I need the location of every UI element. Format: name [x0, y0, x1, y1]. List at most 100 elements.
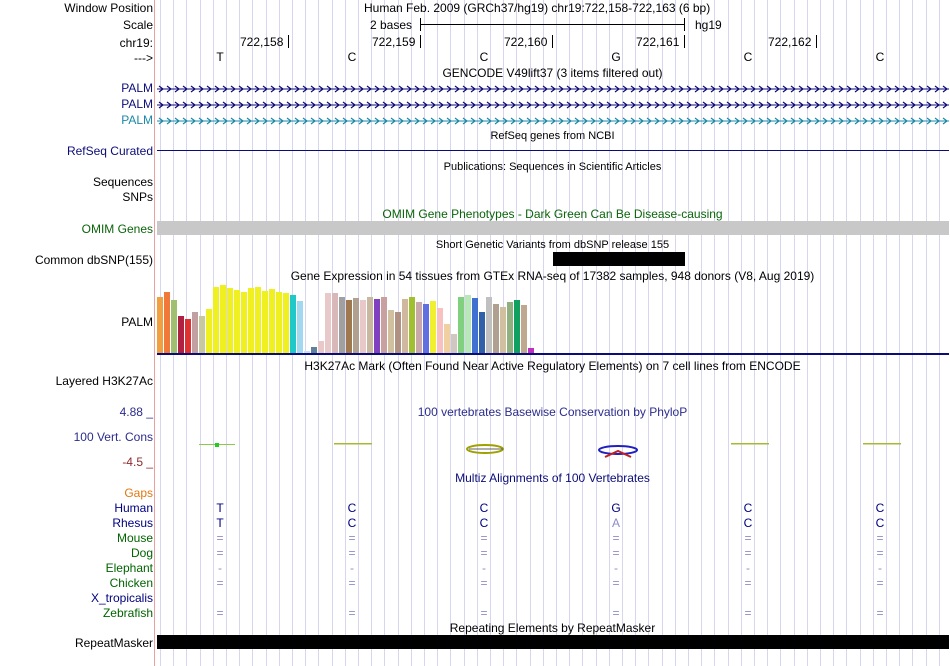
dbsnp-label[interactable]: Common dbSNP(155)	[34, 253, 153, 267]
gencode-transcript-2[interactable]	[157, 99, 949, 109]
multiz-species-label[interactable]: X_tropicalis	[90, 591, 153, 605]
gtex-tissue-bar[interactable]	[262, 291, 268, 353]
gtex-tissue-bar[interactable]	[311, 347, 317, 353]
gencode-transcript-1[interactable]	[157, 83, 949, 93]
publications-title: Publications: Sequences in Scientific Ar…	[443, 161, 662, 173]
gencode-track-label-1[interactable]: PALM	[121, 81, 153, 95]
gtex-tissue-bar[interactable]	[353, 298, 359, 353]
refseq-gene-line[interactable]	[157, 150, 949, 151]
gtex-tissue-bar[interactable]	[416, 302, 422, 353]
gtex-tissue-bar[interactable]	[276, 292, 282, 353]
dbsnp-variant[interactable]	[553, 252, 685, 266]
grid-line	[926, 0, 927, 666]
multiz-species-label[interactable]: Mouse	[116, 531, 153, 545]
multiz-base: -	[482, 561, 486, 575]
gtex-tissue-bar[interactable]	[304, 351, 310, 353]
multiz-species-label[interactable]: Rhesus	[112, 516, 153, 530]
multiz-gaps-label[interactable]: Gaps	[124, 486, 153, 500]
gtex-tissue-bar[interactable]	[528, 348, 534, 353]
multiz-species-label[interactable]: Elephant	[105, 561, 153, 575]
gencode-track-label-3[interactable]: PALM	[121, 113, 153, 127]
gtex-tissue-bar[interactable]	[213, 287, 219, 353]
refseq-label[interactable]: RefSeq Curated	[66, 144, 153, 158]
gtex-tissue-bar[interactable]	[297, 301, 303, 353]
gtex-tissue-bar[interactable]	[185, 319, 191, 353]
gencode-transcript-3[interactable]	[157, 115, 949, 125]
gtex-chart[interactable]	[157, 285, 949, 353]
multiz-species-label[interactable]: Dog	[130, 546, 153, 560]
gtex-tissue-bar[interactable]	[283, 293, 289, 353]
gtex-tissue-bar[interactable]	[339, 297, 345, 353]
gtex-tissue-bar[interactable]	[367, 297, 373, 353]
cons-label[interactable]: 100 Vert. Cons	[73, 430, 153, 444]
multiz-base: C	[347, 501, 357, 515]
multiz-base: =	[612, 576, 620, 590]
gtex-tissue-bar[interactable]	[409, 297, 415, 353]
gtex-tissue-bar[interactable]	[318, 341, 324, 353]
ruler-tick	[816, 35, 817, 48]
gtex-tissue-bar[interactable]	[234, 290, 240, 353]
gtex-tissue-bar[interactable]	[178, 316, 184, 353]
multiz-base: C	[743, 516, 753, 530]
gencode-track-label-2[interactable]: PALM	[121, 97, 153, 111]
gtex-tissue-bar[interactable]	[164, 292, 170, 353]
publications-sequences-label[interactable]: Sequences	[92, 175, 153, 189]
gtex-tissue-bar[interactable]	[269, 289, 275, 353]
strand-label: --->	[134, 51, 153, 65]
grid-line	[530, 0, 531, 666]
gtex-tissue-bar[interactable]	[346, 300, 352, 353]
gtex-tissue-bar[interactable]	[458, 297, 464, 353]
gtex-tissue-bar[interactable]	[493, 304, 499, 353]
repeatmasker-label[interactable]: RepeatMasker	[74, 636, 153, 650]
gtex-tissue-bar[interactable]	[437, 308, 443, 353]
gtex-tissue-bar[interactable]	[206, 309, 212, 353]
window-position-label: Window Position	[64, 1, 153, 15]
gtex-tissue-bar[interactable]	[360, 300, 366, 353]
gtex-tissue-bar[interactable]	[248, 288, 254, 353]
gtex-tissue-bar[interactable]	[290, 295, 296, 353]
omim-phenotype-bar[interactable]	[157, 221, 949, 235]
multiz-species-label[interactable]: Zebrafish	[102, 606, 153, 620]
gtex-tissue-bar[interactable]	[388, 310, 394, 353]
gtex-tissue-bar[interactable]	[472, 298, 478, 353]
gtex-tissue-bar[interactable]	[395, 312, 401, 353]
multiz-species-label[interactable]: Human	[114, 501, 153, 515]
gtex-tissue-bar[interactable]	[451, 334, 457, 353]
gtex-tissue-bar[interactable]	[241, 292, 247, 353]
multiz-base: -	[350, 561, 354, 575]
multiz-species-label[interactable]: Chicken	[109, 576, 153, 590]
gtex-tissue-bar[interactable]	[199, 316, 205, 353]
gtex-tissue-bar[interactable]	[171, 300, 177, 353]
gtex-tissue-bar[interactable]	[479, 312, 485, 353]
gtex-tissue-bar[interactable]	[332, 293, 338, 353]
gtex-tissue-bar[interactable]	[325, 293, 331, 353]
gtex-tissue-bar[interactable]	[381, 297, 387, 353]
gtex-label[interactable]: PALM	[121, 315, 153, 329]
gtex-tissue-bar[interactable]	[486, 297, 492, 353]
gtex-tissue-bar[interactable]	[430, 301, 436, 353]
publications-snps-label[interactable]: SNPs	[122, 190, 153, 204]
gtex-tissue-bar[interactable]	[423, 304, 429, 353]
gtex-tissue-bar[interactable]	[521, 305, 527, 353]
gtex-tissue-bar[interactable]	[157, 297, 163, 353]
refseq-title: RefSeq genes from NCBI	[490, 130, 615, 142]
gtex-tissue-bar[interactable]	[507, 302, 513, 353]
gtex-tissue-bar[interactable]	[514, 300, 520, 353]
h3k27ac-label[interactable]: Layered H3K27Ac	[55, 374, 153, 388]
cons-title: 100 vertebrates Basewise Conservation by…	[417, 405, 688, 419]
multiz-base: =	[744, 576, 752, 590]
gtex-tissue-bar[interactable]	[220, 285, 226, 353]
repeatmasker-element[interactable]	[157, 635, 949, 649]
gtex-tissue-bar[interactable]	[444, 324, 450, 353]
gtex-tissue-bar[interactable]	[500, 307, 506, 353]
gtex-tissue-bar[interactable]	[374, 299, 380, 353]
gtex-tissue-bar[interactable]	[192, 312, 198, 353]
gtex-tissue-bar[interactable]	[465, 295, 471, 353]
omim-label[interactable]: OMIM Genes	[81, 222, 153, 236]
gtex-tissue-bar[interactable]	[402, 299, 408, 353]
gtex-tissue-bar[interactable]	[255, 287, 261, 353]
reference-base: C	[743, 50, 753, 64]
multiz-base: C	[875, 501, 885, 515]
gtex-tissue-bar[interactable]	[227, 288, 233, 353]
cons-wiggle[interactable]	[157, 438, 949, 462]
